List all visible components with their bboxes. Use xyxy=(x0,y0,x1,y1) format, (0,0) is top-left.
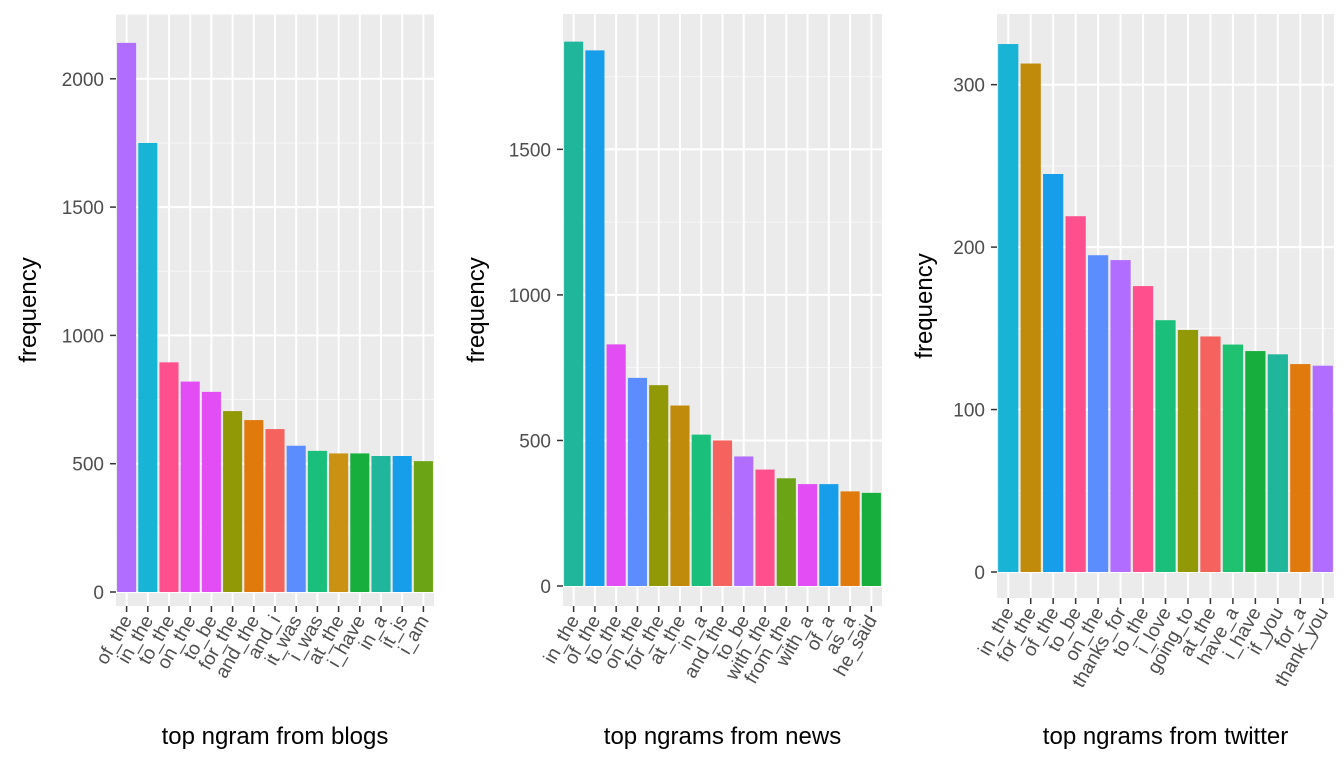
bar-for_the xyxy=(649,385,669,586)
bar-at_the xyxy=(670,405,690,586)
y-tick-label: 300 xyxy=(953,76,985,97)
bar-for_the xyxy=(223,411,243,592)
chart-panel-2: 050010001500in_theof_theto_theon_thefor_… xyxy=(463,14,882,750)
bar-it_is xyxy=(392,456,412,592)
bar-for_a xyxy=(1290,364,1311,572)
y-tick-label: 1000 xyxy=(62,326,104,347)
chart-panel-1: 0500100015002000of_thein_theto_theon_the… xyxy=(15,14,434,750)
bar-of_the xyxy=(117,42,137,593)
bar-on_the xyxy=(1087,255,1109,572)
y-tick-label: 500 xyxy=(72,455,104,476)
bar-i_am xyxy=(413,461,433,592)
bar-thank_you xyxy=(1312,365,1333,572)
bar-with_a xyxy=(797,484,818,586)
x-axis-title: top ngram from blogs xyxy=(162,723,389,750)
y-axis-title: frequency xyxy=(911,253,938,358)
x-axis-title: top ngrams from twitter xyxy=(1043,723,1288,750)
bar-if_you xyxy=(1267,354,1288,572)
y-tick-label: 1500 xyxy=(509,140,551,161)
y-tick-label: 1500 xyxy=(62,198,104,219)
y-tick-label: 1000 xyxy=(509,286,551,307)
bar-going_to xyxy=(1177,329,1199,572)
bar-at_the xyxy=(1200,336,1221,572)
bar-thanks_for xyxy=(1110,260,1131,572)
bar-in_the xyxy=(998,44,1019,573)
bar-of_the xyxy=(1043,173,1064,572)
bar-i_was xyxy=(307,450,327,592)
bar-to_the xyxy=(159,362,179,592)
bar-it_was xyxy=(286,445,306,592)
bar-have_a xyxy=(1222,344,1244,572)
bar-to_the xyxy=(606,344,626,586)
bar-from_the xyxy=(776,478,796,586)
y-tick-label: 500 xyxy=(519,431,551,452)
bar-of_the xyxy=(585,50,605,587)
bar-in_the xyxy=(138,142,158,592)
bar-he_said xyxy=(861,492,881,586)
bar-i_have xyxy=(1245,351,1266,572)
bar-at_the xyxy=(329,453,349,592)
bar-for_the xyxy=(1020,63,1041,573)
bar-of_a xyxy=(819,484,839,586)
y-tick-label: 2000 xyxy=(62,70,104,91)
y-axis-title: frequency xyxy=(15,257,42,362)
y-axis-title: frequency xyxy=(463,257,490,362)
bar-in_a xyxy=(371,456,391,592)
bar-to_be xyxy=(201,391,221,592)
x-axis-title: top ngrams from news xyxy=(604,723,841,750)
bar-in_the xyxy=(564,41,584,586)
bar-to_be xyxy=(1065,216,1086,572)
bar-i_have xyxy=(350,453,370,592)
y-tick-label: 0 xyxy=(93,583,104,604)
bar-on_the xyxy=(180,381,200,592)
bar-on_the xyxy=(627,377,648,586)
bar-as_a xyxy=(840,491,860,586)
y-tick-label: 100 xyxy=(953,401,985,422)
bar-and_the xyxy=(244,420,264,592)
y-tick-label: 200 xyxy=(953,238,985,259)
chart-panel-3: 0100200300in_thefor_theof_theto_beon_the… xyxy=(911,14,1334,750)
bar-i_love xyxy=(1155,320,1176,572)
bar-and_i xyxy=(265,429,285,592)
y-tick-label: 0 xyxy=(974,563,985,584)
bar-and_the xyxy=(712,440,733,586)
bar-to_be xyxy=(734,456,754,586)
bar-with_the xyxy=(755,469,775,586)
bar-to_the xyxy=(1132,286,1154,572)
bar-in_a xyxy=(691,434,711,586)
y-tick-label: 0 xyxy=(540,577,551,598)
